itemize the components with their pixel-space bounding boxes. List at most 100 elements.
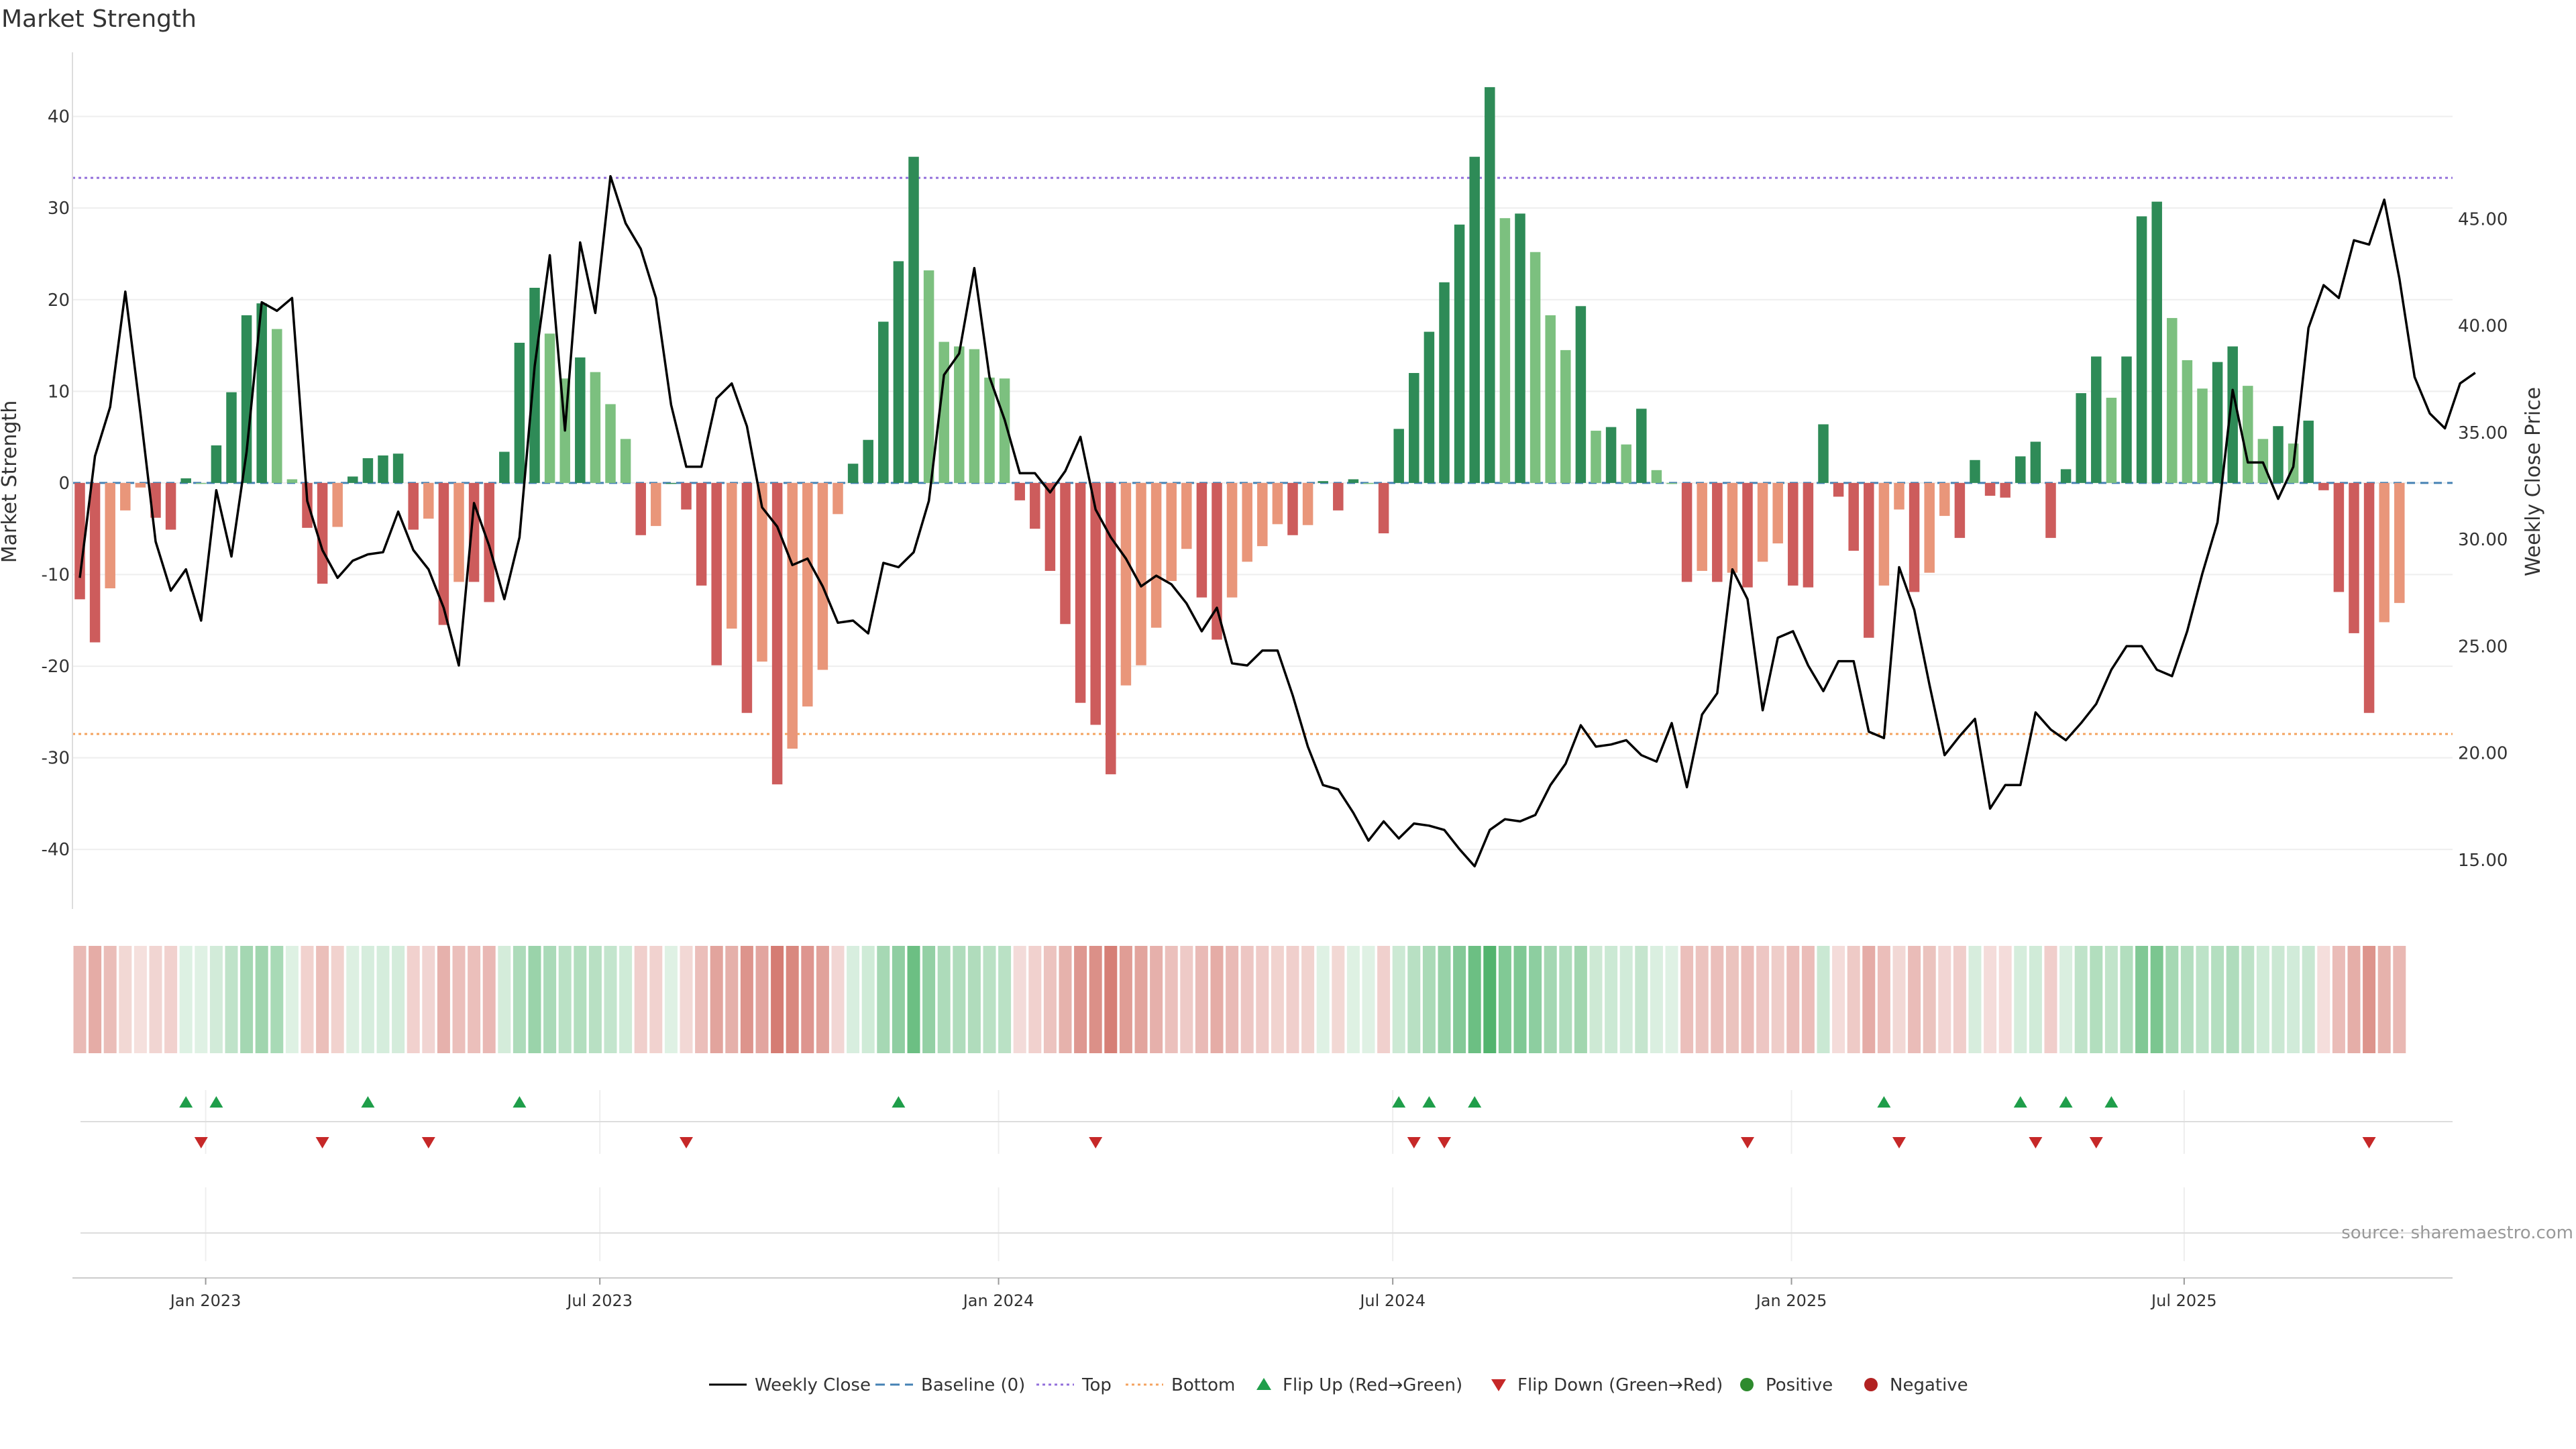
strength-bar — [1136, 482, 1146, 665]
heat-strip-cell — [937, 946, 951, 1053]
heat-strip-cell — [1332, 946, 1345, 1053]
heat-strip-cell — [922, 946, 936, 1053]
heat-strip-cell — [452, 946, 466, 1053]
heat-strip-cell — [1529, 946, 1542, 1053]
legend-label: Baseline (0) — [921, 1375, 1025, 1395]
heat-strip-cell — [103, 946, 117, 1053]
y-tick-label: 30 — [48, 199, 70, 219]
strength-bar — [211, 445, 222, 483]
heat-strip-cell — [1407, 946, 1421, 1053]
flip-down-marker — [1438, 1137, 1451, 1148]
x-tick-label: Jan 2024 — [962, 1291, 1034, 1310]
heat-strip-cell — [1468, 946, 1481, 1053]
heat-strip-cell — [604, 946, 617, 1053]
x-axis: Jan 2023 Jul 2023 Jan 2024 Jul 2024 Jan 2025… — [72, 1277, 2453, 1310]
heat-strip-cell — [2180, 946, 2194, 1053]
flip-down-marker — [1892, 1137, 1906, 1148]
heat-strip-cell — [907, 946, 920, 1053]
heat-strip-cell — [574, 946, 587, 1053]
y-tick-label: 40 — [48, 107, 70, 127]
legend-label: Flip Down (Green→Red) — [1517, 1375, 1723, 1395]
heat-strip-cell — [1392, 946, 1405, 1053]
strength-bar — [302, 482, 313, 528]
heat-strip-cell — [1756, 946, 1770, 1053]
flip-up-marker — [209, 1096, 223, 1108]
heat-strip-cell — [725, 946, 739, 1053]
strength-bar — [392, 453, 404, 483]
strength-bar — [196, 482, 207, 484]
strength-bar — [2182, 360, 2193, 483]
strength-bar — [590, 372, 601, 483]
strength-bar — [757, 482, 767, 662]
strength-bar — [226, 392, 237, 483]
strength-bar — [1454, 224, 1465, 483]
heat-strip-cell — [1453, 946, 1466, 1053]
strength-bar — [999, 378, 1010, 483]
strength-bar — [787, 482, 798, 749]
strength-bar — [1378, 482, 1389, 534]
flip-up-marker — [2013, 1096, 2027, 1108]
strength-bar — [1014, 482, 1025, 500]
heat-strip-cell — [195, 946, 208, 1053]
strength-bar — [499, 451, 510, 483]
heat-strip-cell — [437, 946, 450, 1053]
strength-bar — [362, 458, 374, 483]
heat-strip-cell — [1195, 946, 1208, 1053]
x-tick-label: Jul 2025 — [2150, 1291, 2217, 1310]
heat-strip-cell — [2135, 946, 2149, 1053]
heat-strip-cell — [2120, 946, 2133, 1053]
heat-strip-cell — [1043, 946, 1057, 1053]
heat-strip-cell — [1119, 946, 1132, 1053]
heat-strip-cell — [2317, 946, 2330, 1053]
heat-strip-cell — [892, 946, 905, 1053]
strength-bar — [1924, 482, 1935, 573]
strength-bar — [1575, 306, 1587, 483]
strength-bar — [1499, 218, 1511, 483]
heat-strip-cell — [1346, 946, 1360, 1053]
strength-bar — [1681, 482, 1693, 582]
strength-bar — [2394, 482, 2405, 603]
strength-bar — [1894, 482, 1904, 510]
strength-bar — [771, 482, 783, 785]
heat-strip-cell — [468, 946, 481, 1053]
strength-bar — [2121, 356, 2132, 483]
heat-strip-cell — [543, 946, 557, 1053]
legend-item: Baseline (0) — [875, 1375, 1025, 1395]
heat-strip-cell — [89, 946, 102, 1053]
strength-bar — [1636, 409, 1647, 483]
strength-bar — [2136, 216, 2147, 483]
strength-bar — [2197, 388, 2208, 483]
heat-strip-cell — [331, 946, 344, 1053]
strength-bar — [681, 482, 692, 510]
strength-bar — [2106, 397, 2117, 483]
strength-bar — [332, 482, 343, 527]
heat-strip-cell — [1438, 946, 1451, 1053]
heat-strip-cell — [983, 946, 996, 1053]
y-axis-label: Market Strength — [0, 400, 21, 563]
heat-strip-cell — [1923, 946, 1936, 1053]
flip-down-marker — [315, 1137, 329, 1148]
legend-label: Negative — [1890, 1375, 1968, 1395]
heat-strip-cell — [771, 946, 784, 1053]
heat-strip-cell — [301, 946, 314, 1053]
strength-bar — [605, 404, 616, 483]
heat-strip-cell — [240, 946, 254, 1053]
heat-strip-cell — [1650, 946, 1663, 1053]
heat-strip-cell — [376, 946, 390, 1053]
strength-bar — [1803, 482, 1814, 588]
heat-strip-cell — [1968, 946, 1982, 1053]
strength-bar — [89, 482, 101, 643]
strength-bar — [2318, 482, 2329, 490]
heat-strip-cell — [2074, 946, 2088, 1053]
chart-title: Market Strength — [1, 5, 197, 33]
heat-strip-cell — [528, 946, 541, 1053]
legend-label: Top — [1081, 1375, 1112, 1395]
heat-strip-cell — [1104, 946, 1118, 1053]
strength-bar — [833, 482, 843, 515]
legend-swatch — [1256, 1378, 1271, 1390]
flip-down-marker — [1741, 1137, 1754, 1148]
heat-strip-cell — [2332, 946, 2345, 1053]
strength-bar — [1833, 482, 1844, 497]
strength-bar — [651, 482, 661, 527]
